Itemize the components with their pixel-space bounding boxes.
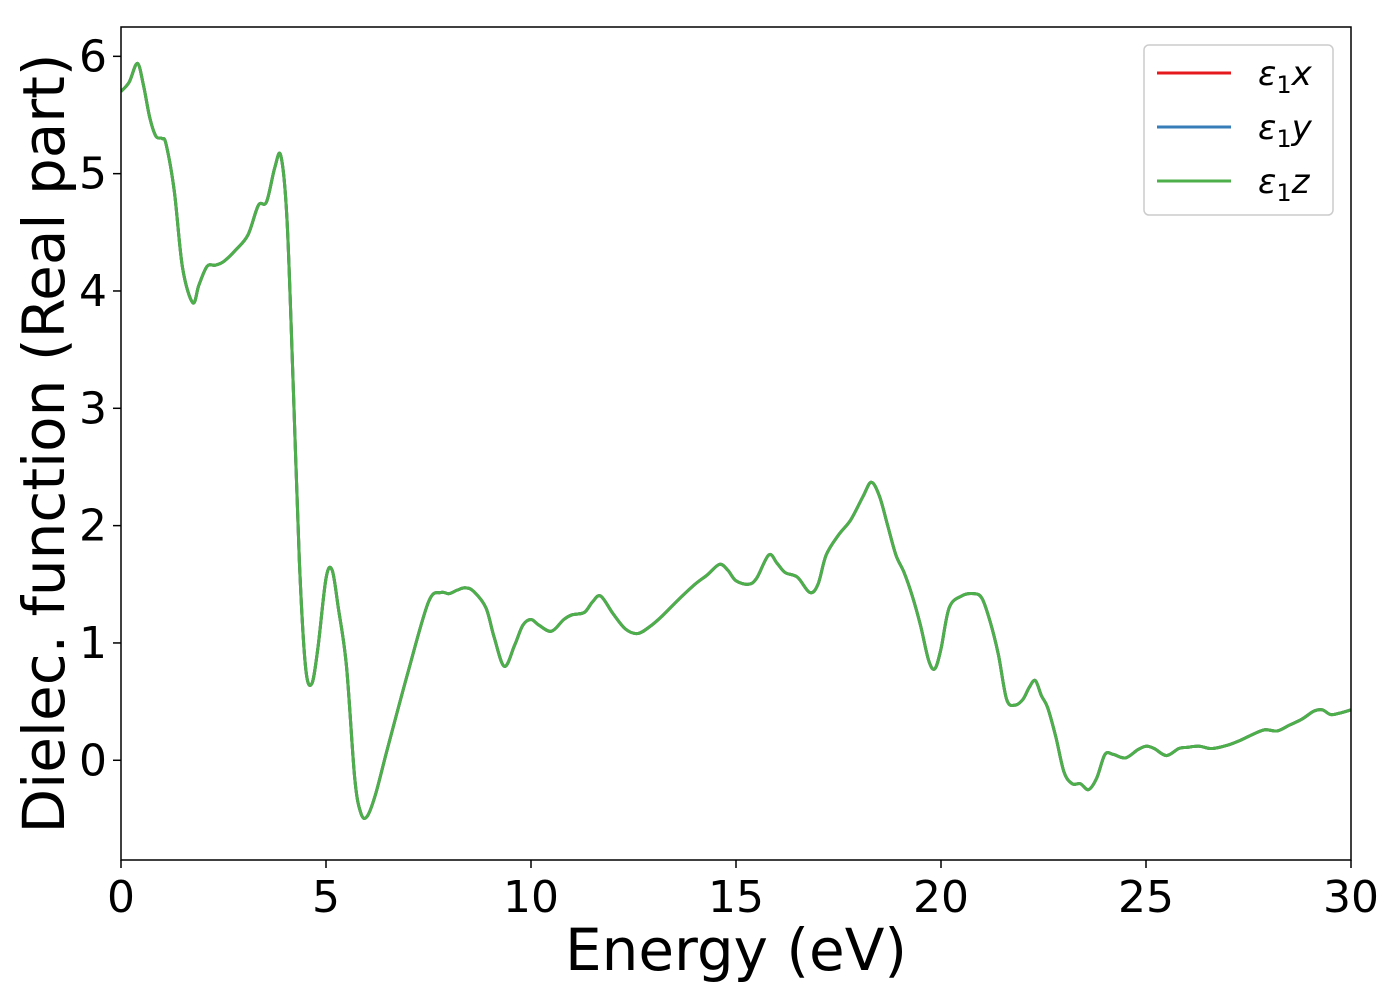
legend-label: ε1y	[1258, 108, 1313, 153]
x-axis-label: Energy (eV)	[565, 916, 907, 984]
y-tick-label: 0	[79, 735, 107, 786]
y-tick-label: 2	[79, 501, 107, 552]
y-tick-label: 4	[79, 266, 107, 317]
x-tick-label: 0	[107, 872, 135, 923]
y-tick-label: 1	[79, 618, 107, 669]
legend: ε1x ε1y ε1z	[1143, 44, 1334, 216]
series-line-3	[121, 61, 1351, 820]
x-tick-label: 20	[913, 872, 969, 923]
y-axis: 0 1 2 3 4 5 6	[79, 31, 121, 786]
legend-label: ε1z	[1258, 162, 1311, 207]
x-tick-label: 10	[503, 872, 559, 923]
y-tick-label: 5	[79, 149, 107, 200]
y-axis-label: Dielec. function (Real part)	[10, 53, 78, 833]
legend-box	[1143, 44, 1334, 216]
legend-label: ε1x	[1258, 54, 1313, 99]
y-tick-label: 6	[79, 31, 107, 82]
plot-lines	[121, 61, 1351, 820]
x-axis: 0 5 10 15 20 25 30	[107, 860, 1379, 923]
x-tick-label: 30	[1323, 872, 1379, 923]
x-tick-label: 5	[312, 872, 340, 923]
x-tick-label: 15	[708, 872, 764, 923]
x-tick-label: 25	[1118, 872, 1174, 923]
y-tick-label: 3	[79, 383, 107, 434]
